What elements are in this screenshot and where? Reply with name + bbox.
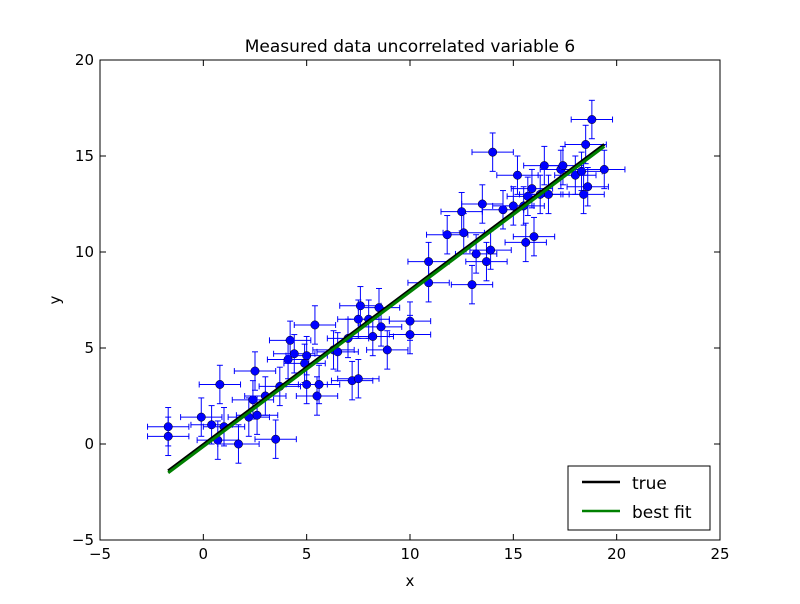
true-line — [167, 143, 606, 473]
scatter-marker — [459, 228, 469, 238]
x-axis-label: x — [406, 572, 415, 590]
data-point — [527, 174, 570, 215]
x-tick-label: 5 — [302, 545, 312, 563]
x-tick-label: 15 — [504, 545, 523, 563]
scatter-marker — [587, 115, 597, 124]
data-point — [217, 424, 260, 464]
data-point — [560, 151, 603, 192]
scatter-marker — [207, 420, 217, 430]
data-point — [512, 216, 556, 257]
scatter-marker — [581, 140, 591, 149]
scatter-marker — [482, 257, 491, 267]
data-point — [254, 419, 297, 459]
legend: true best fit — [567, 465, 711, 531]
chart-title: Measured data uncorrelated variable 6 — [245, 37, 575, 57]
scatter-marker — [599, 164, 609, 174]
scatter-marker — [248, 395, 258, 405]
scatter-marker — [529, 232, 539, 242]
data-point — [504, 222, 547, 263]
scatter-marker — [314, 380, 324, 389]
data-point — [297, 364, 341, 405]
scatter-marker — [285, 335, 295, 345]
scatter-marker — [234, 439, 243, 449]
scatter-marker — [558, 161, 568, 171]
scatter-marker — [382, 345, 392, 355]
data-point — [293, 305, 337, 345]
scatter-marker — [405, 330, 415, 340]
scatter-marker — [250, 366, 260, 376]
y-tick-label: 5 — [84, 339, 94, 357]
data-point — [566, 167, 609, 207]
data-point — [388, 314, 432, 355]
scatter-marker — [442, 230, 452, 240]
data-point — [198, 364, 242, 405]
data-point — [461, 184, 504, 224]
scatter-marker — [353, 374, 363, 384]
scatter-marker — [527, 184, 537, 194]
data-point — [147, 416, 190, 457]
scatter-marker — [271, 434, 281, 444]
legend-true-label: true — [632, 474, 667, 494]
data-point — [407, 263, 450, 303]
scatter-marker — [457, 207, 467, 217]
data-point — [442, 213, 485, 253]
x-tick-label: 0 — [199, 545, 209, 563]
scatter-marker — [302, 351, 312, 361]
scatter-marker — [215, 380, 225, 389]
data-point — [227, 397, 270, 437]
legend-fit-label: best fit — [632, 503, 692, 523]
y-tick-label: 0 — [84, 435, 94, 453]
x-tick-label: 25 — [710, 545, 729, 563]
scatter-marker — [486, 245, 496, 255]
y-tick-label: 20 — [75, 51, 94, 69]
scatter-marker — [355, 301, 365, 311]
data-point — [337, 359, 380, 399]
scatter-marker — [310, 320, 320, 330]
scatter-marker — [196, 412, 206, 422]
scatter-marker — [368, 332, 378, 341]
data-point — [450, 264, 494, 305]
data-point — [268, 320, 312, 361]
scatter-marker — [544, 189, 553, 199]
data-point — [366, 330, 409, 370]
scatter-marker — [312, 391, 322, 401]
scatter-marker — [289, 349, 299, 359]
scatter-marker — [577, 166, 586, 176]
scatter-marker — [579, 189, 589, 199]
legend-box — [567, 465, 711, 531]
data-point — [233, 351, 277, 391]
scatter-marker — [376, 322, 386, 332]
scatter-marker — [467, 280, 477, 290]
data-point — [583, 149, 626, 190]
plot-layer — [147, 99, 626, 475]
data-point — [471, 132, 514, 172]
data-point — [562, 174, 605, 215]
y-axis-label: y — [46, 295, 64, 304]
data-point — [510, 168, 554, 209]
x-tick-label: −5 — [89, 545, 111, 563]
data-point — [180, 397, 223, 437]
x-tick-label: 20 — [607, 545, 626, 563]
scatter-marker — [252, 410, 262, 420]
scatter-marker — [513, 170, 522, 180]
y-tick-label: −5 — [72, 531, 94, 549]
scatter-marker — [163, 431, 173, 441]
scatter-marker — [583, 182, 593, 192]
y-tick-label: 10 — [75, 243, 94, 261]
ticks-layer: −5 0 5 10 15 20 25 −5 0 5 10 15 20 — [72, 51, 730, 563]
x-tick-label: 10 — [400, 545, 419, 563]
best-fit-line — [167, 145, 606, 475]
scatter-marker — [471, 249, 481, 259]
data-point — [570, 99, 614, 140]
scatter-marker — [521, 237, 531, 247]
y-tick-label: 15 — [75, 147, 94, 165]
scatter-marker — [488, 147, 498, 157]
data-point — [496, 155, 539, 195]
